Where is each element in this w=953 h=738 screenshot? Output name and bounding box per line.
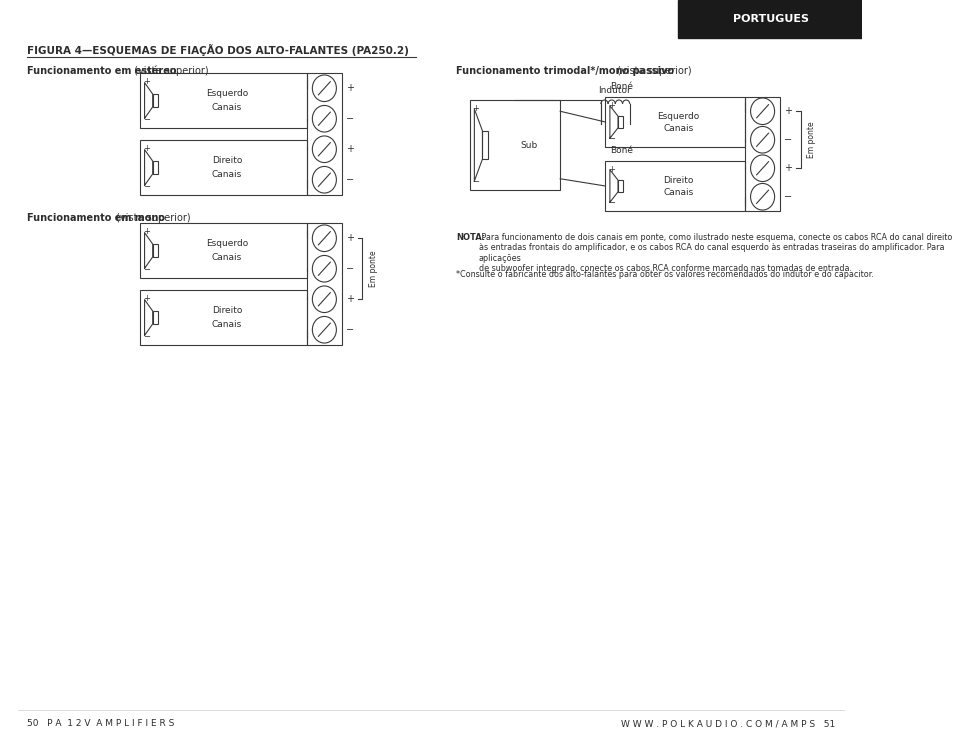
Text: (vista superior): (vista superior) — [131, 66, 209, 76]
Text: +: + — [472, 104, 479, 113]
Text: −: − — [783, 135, 792, 145]
Text: −: − — [346, 263, 354, 274]
Bar — [152, 161, 158, 174]
Text: PORTUGUES: PORTUGUES — [732, 14, 808, 24]
Text: Para funcionamento de dois canais em ponte, como ilustrado neste esquema, conect: Para funcionamento de dois canais em pon… — [478, 233, 951, 273]
Text: +: + — [346, 233, 354, 244]
Bar — [140, 140, 307, 195]
Text: −: − — [346, 325, 354, 335]
Bar — [307, 223, 341, 345]
Text: (vista superior): (vista superior) — [112, 213, 191, 223]
Text: Indutor: Indutor — [598, 86, 630, 94]
Text: +: + — [346, 144, 354, 154]
Text: −: − — [472, 177, 479, 186]
Text: −: − — [783, 192, 792, 201]
Bar — [605, 97, 744, 147]
Text: Funcionamento trimodal*/mono passivo: Funcionamento trimodal*/mono passivo — [456, 66, 674, 76]
Text: −: − — [346, 175, 354, 184]
Text: −: − — [346, 114, 354, 124]
Text: +: + — [143, 227, 150, 236]
Text: −: − — [607, 134, 615, 143]
Text: −: − — [143, 182, 150, 191]
Text: +: + — [783, 163, 791, 173]
Text: Canais: Canais — [212, 252, 242, 261]
Text: +: + — [607, 101, 615, 110]
Text: Canais: Canais — [662, 187, 693, 196]
Bar — [744, 97, 779, 211]
Bar — [677, 0, 862, 38]
Text: Funcionamento em mono: Funcionamento em mono — [27, 213, 165, 223]
Text: +: + — [346, 294, 354, 304]
Text: −: − — [143, 265, 150, 274]
Text: *Consulte o fabricante dos alto-falantes para obter os valores recomendados do i: *Consulte o fabricante dos alto-falantes… — [456, 270, 873, 279]
Text: Boné: Boné — [609, 146, 632, 155]
Bar — [482, 131, 487, 159]
Text: Direito: Direito — [212, 306, 242, 315]
Text: Esquerdo: Esquerdo — [657, 111, 699, 120]
Text: Canais: Canais — [662, 123, 693, 133]
Text: +: + — [346, 83, 354, 93]
Text: +: + — [143, 294, 150, 303]
Bar — [618, 116, 623, 128]
Text: Sub: Sub — [519, 140, 537, 150]
Text: Canais: Canais — [212, 170, 242, 179]
Bar — [152, 94, 158, 107]
Bar — [605, 161, 744, 211]
Text: Funcionamento em estéreo: Funcionamento em estéreo — [27, 66, 176, 76]
Bar — [140, 223, 307, 278]
Text: (vista superior): (vista superior) — [614, 66, 691, 76]
Text: Esquerdo: Esquerdo — [206, 239, 248, 249]
Bar — [140, 290, 307, 345]
Text: −: − — [607, 198, 615, 207]
Text: −: − — [143, 115, 150, 124]
Text: +: + — [607, 165, 615, 174]
Bar — [618, 180, 623, 192]
Text: Em ponte: Em ponte — [368, 250, 377, 287]
Text: NOTA:: NOTA: — [456, 233, 485, 242]
Text: +: + — [143, 144, 150, 153]
Text: +: + — [143, 77, 150, 86]
Text: W W W . P O L K A U D I O . C O M / A M P S   51: W W W . P O L K A U D I O . C O M / A M … — [620, 720, 834, 728]
Bar — [307, 73, 341, 195]
Bar — [152, 244, 158, 257]
Text: −: − — [143, 332, 150, 341]
Bar — [140, 73, 307, 128]
Text: Canais: Canais — [212, 103, 242, 111]
Text: FIGURA 4—ESQUEMAS DE FIAÇÃO DOS ALTO-FALANTES (PA250.2): FIGURA 4—ESQUEMAS DE FIAÇÃO DOS ALTO-FAL… — [27, 44, 409, 56]
Text: Canais: Canais — [212, 320, 242, 328]
Text: Esquerdo: Esquerdo — [206, 89, 248, 98]
Text: Em ponte: Em ponte — [806, 122, 815, 158]
Text: 50   P A  1 2 V  A M P L I F I E R S: 50 P A 1 2 V A M P L I F I E R S — [27, 720, 174, 728]
Text: Direito: Direito — [212, 156, 242, 165]
Text: Direito: Direito — [662, 176, 693, 184]
Text: +: + — [783, 106, 791, 117]
Bar — [152, 311, 158, 324]
Bar — [469, 100, 559, 190]
Text: Boné: Boné — [609, 82, 632, 91]
